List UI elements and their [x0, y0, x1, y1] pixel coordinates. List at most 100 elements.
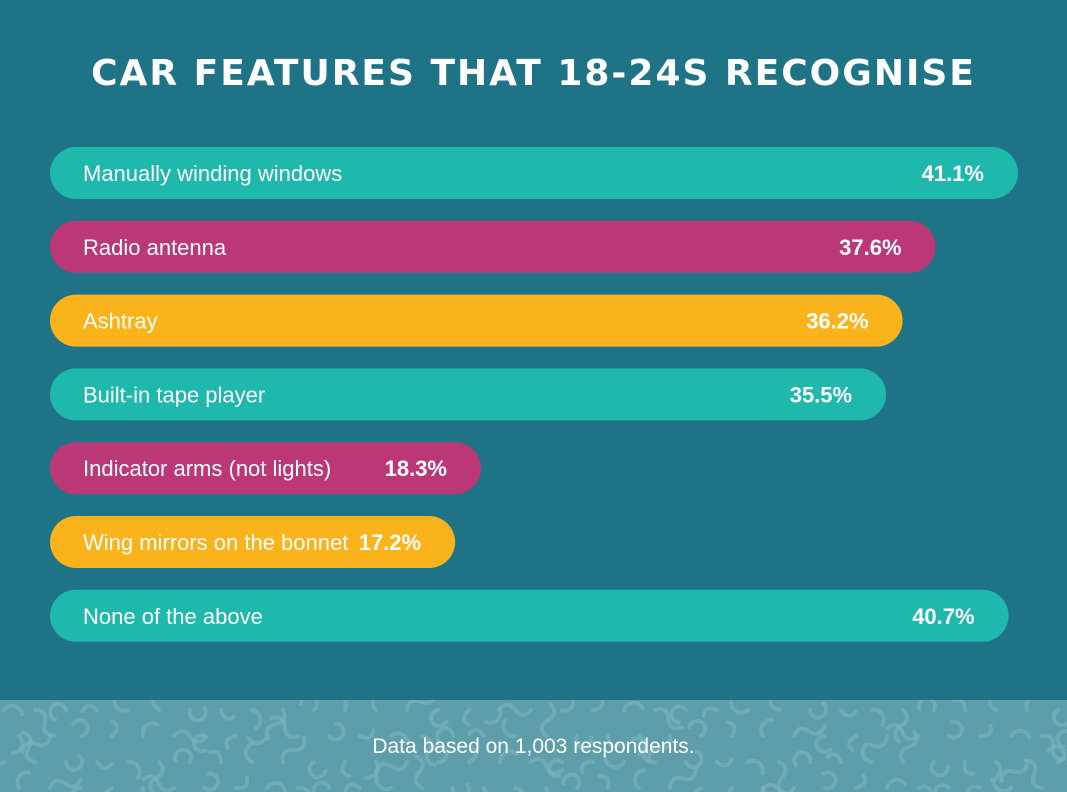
squiggle-shape: [15, 770, 32, 790]
squiggle-shape: [343, 782, 362, 792]
squiggle-shape: [999, 760, 1029, 784]
bar-value-label: 35.5%: [790, 382, 852, 407]
squiggle-shape: [33, 708, 57, 738]
squiggle-shape: [234, 776, 250, 791]
squiggle-shape: [389, 731, 410, 746]
squiggle-shape: [947, 719, 964, 740]
squiggle-shape: [244, 741, 255, 764]
squiggle-shape: [70, 785, 88, 792]
squiggle-shape: [140, 721, 160, 738]
squiggle-shape: [854, 773, 867, 790]
squiggle-shape: [203, 771, 220, 792]
squiggle-shape: [10, 734, 25, 756]
footer-note: Data based on 1,003 respondents.: [372, 735, 695, 758]
bar-category-label: Ashtray: [83, 309, 158, 334]
bar: [50, 147, 1018, 199]
squiggle-shape: [110, 719, 120, 738]
squiggle-shape: [483, 708, 503, 725]
squiggle-shape: [173, 747, 194, 764]
squiggle-shape: [64, 753, 84, 772]
squiggle-shape: [962, 760, 976, 776]
squiggle-shape: [1055, 728, 1067, 749]
squiggle-shape: [265, 781, 288, 792]
squiggle-shape: [687, 718, 708, 738]
bar-category-label: Indicator arms (not lights): [83, 456, 331, 481]
bar-category-label: Radio antenna: [83, 235, 227, 260]
squiggle-shape: [340, 760, 352, 778]
squiggle-shape: [561, 772, 582, 790]
squiggle-shape: [725, 720, 737, 738]
squiggle-shape: [141, 774, 176, 792]
squiggle-shape: [725, 786, 736, 792]
bar: [50, 516, 456, 568]
squiggle-shape: [467, 745, 479, 764]
squiggle-shape: [435, 726, 455, 745]
squiggle-shape: [893, 708, 909, 744]
squiggle-shape: [224, 734, 238, 751]
bar: [50, 442, 482, 495]
squiggle-shape: [965, 784, 982, 792]
squiggle-shape: [547, 758, 564, 779]
squiggle-shape: [48, 702, 68, 722]
bar-value-label: 36.2%: [806, 309, 868, 334]
squiggle-shape: [80, 703, 99, 714]
squiggle-shape: [668, 767, 698, 790]
squiggle-shape: [847, 734, 858, 753]
squiggle-shape: [20, 730, 37, 764]
squiggle-shape: [990, 760, 1003, 782]
bar-category-label: Wing mirrors on the bonnet: [83, 530, 348, 555]
squiggle-shape: [2, 703, 24, 716]
squiggle-shape: [597, 774, 611, 790]
squiggle-shape: [1009, 728, 1032, 740]
squiggle-shape: [497, 702, 533, 717]
squiggle-shape: [405, 700, 437, 712]
squiggle-shape: [669, 704, 688, 725]
squiggle-shape: [327, 721, 346, 742]
squiggle-shape: [1046, 744, 1066, 764]
squiggle-shape: [374, 760, 409, 774]
squiggle-shape: [191, 733, 208, 754]
squiggle-shape: [264, 708, 287, 741]
squiggle-shape: [814, 734, 833, 754]
squiggle-shape: [71, 718, 90, 738]
squiggle-shape: [172, 729, 208, 744]
squiggle-shape: [898, 730, 919, 764]
squiggle-shape: [606, 734, 622, 749]
squiggle-shape: [187, 705, 208, 723]
squiggle-shape: [991, 779, 1013, 792]
squiggle-shape: [715, 757, 734, 768]
squiggle-shape: [280, 735, 307, 764]
squiggle-shape: [246, 734, 269, 746]
bar-value-label: 18.3%: [385, 456, 447, 481]
squiggle-shape: [684, 749, 704, 770]
squiggle-shape: [825, 752, 843, 764]
squiggle-shape: [151, 700, 164, 712]
squiggle-shape: [540, 702, 557, 738]
squiggle-shape: [792, 750, 813, 768]
bar-category-label: None of the above: [83, 604, 263, 629]
squiggle-shape: [420, 734, 438, 768]
bar: [50, 294, 903, 347]
squiggle-shape: [870, 707, 886, 728]
bar: [50, 589, 1009, 642]
squiggle-shape: [219, 708, 236, 721]
squiggle-shape: [951, 700, 967, 712]
bar-category-label: Manually winding windows: [83, 161, 342, 186]
bar-value-label: 40.7%: [912, 604, 974, 629]
squiggle-shape: [1024, 700, 1050, 712]
squiggle-shape: [374, 774, 393, 792]
squiggle-shape: [370, 700, 384, 712]
squiggle-shape: [296, 785, 322, 792]
squiggle-shape: [529, 757, 564, 776]
squiggle-shape: [208, 749, 223, 764]
squiggle-shape: [808, 701, 828, 720]
squiggle-pattern: [0, 700, 1067, 792]
squiggle-shape: [430, 744, 449, 765]
bar: [50, 368, 887, 421]
bar: [50, 220, 936, 273]
squiggle-shape: [112, 700, 130, 713]
squiggle-shape: [653, 707, 684, 731]
squiggle-shape: [529, 786, 551, 792]
squiggle-shape: [48, 777, 83, 790]
